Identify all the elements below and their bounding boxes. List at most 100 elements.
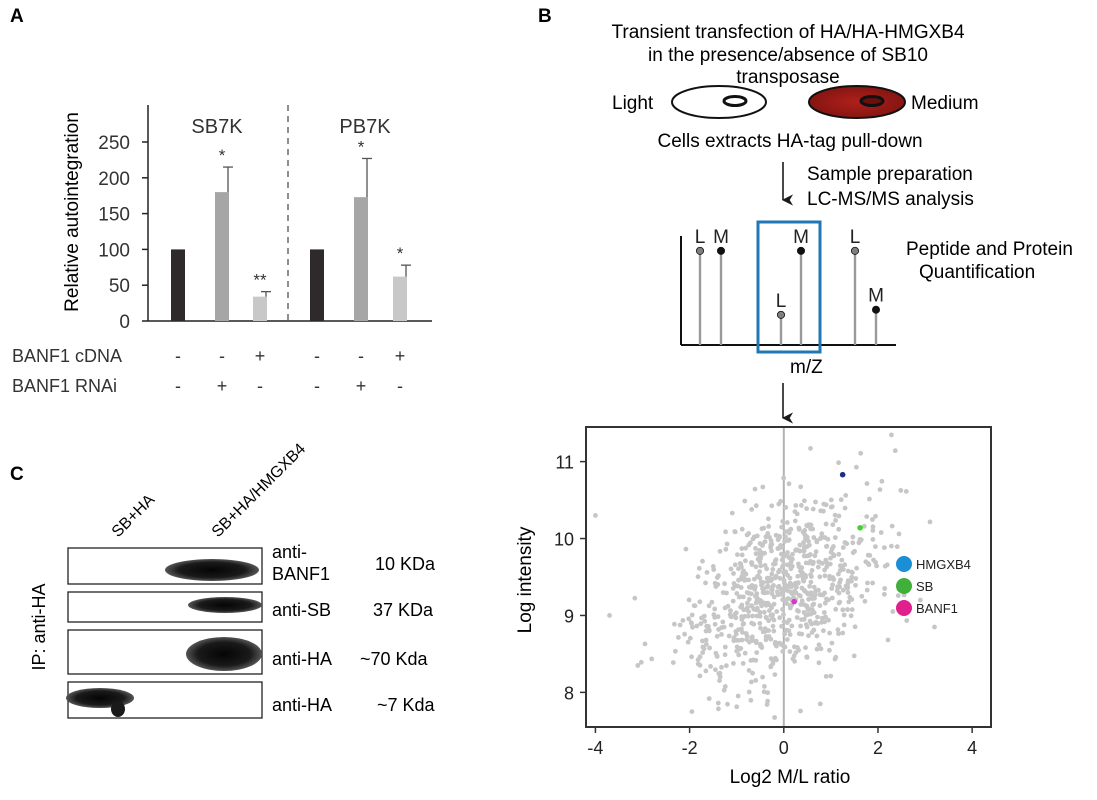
blot-size-4: ~7 Kda bbox=[377, 695, 436, 715]
panel-b: B Transient transfection of HA/HA-HMGXB4… bbox=[538, 6, 1073, 424]
background-point bbox=[670, 660, 676, 665]
background-point bbox=[836, 551, 842, 557]
background-point bbox=[752, 486, 758, 492]
background-point bbox=[838, 563, 844, 569]
x-tick-label: -4 bbox=[587, 738, 603, 758]
background-point bbox=[777, 567, 782, 573]
background-point bbox=[779, 551, 784, 557]
background-point bbox=[753, 503, 759, 509]
background-point bbox=[894, 544, 900, 550]
background-point bbox=[739, 526, 745, 532]
background-point bbox=[779, 623, 784, 629]
background-point bbox=[803, 536, 808, 541]
spectrum-peaks: L MLM LM bbox=[695, 227, 884, 345]
condition-sign: + bbox=[356, 376, 367, 396]
background-point bbox=[764, 584, 770, 590]
background-point bbox=[607, 613, 612, 618]
background-point bbox=[773, 557, 779, 563]
background-point bbox=[815, 614, 820, 620]
background-point bbox=[817, 592, 823, 598]
background-point bbox=[814, 633, 820, 639]
background-point bbox=[873, 513, 878, 519]
background-point bbox=[770, 567, 776, 572]
background-point bbox=[751, 606, 757, 612]
background-point bbox=[807, 618, 813, 624]
blot-antibody-1-line-2: BANF1 bbox=[272, 564, 330, 584]
lane-label-2: SB+HA/HMGXB4 bbox=[209, 440, 309, 540]
background-point bbox=[725, 701, 730, 707]
background-point bbox=[890, 609, 896, 614]
panel-b-scatter: -4 -2 0 2 4 8 9 10 11 Log2 M/L ratio Log intens… bbox=[515, 426, 992, 788]
condition-sign: + bbox=[255, 346, 266, 366]
background-point bbox=[635, 663, 641, 668]
background-point bbox=[804, 523, 810, 529]
background-point bbox=[836, 631, 841, 637]
background-point bbox=[700, 638, 705, 644]
background-point bbox=[744, 532, 750, 538]
background-point bbox=[751, 534, 757, 540]
scatter-ylabel: Log intensity bbox=[515, 526, 536, 633]
background-point bbox=[722, 644, 728, 650]
background-point bbox=[760, 674, 765, 680]
background-point bbox=[769, 503, 775, 509]
background-point bbox=[838, 577, 843, 583]
scatter-xlabel: Log2 M/L ratio bbox=[730, 767, 851, 788]
extract-text: Cells extracts HA-tag pull-down bbox=[657, 131, 922, 152]
background-point bbox=[739, 637, 745, 643]
background-point bbox=[843, 583, 849, 589]
background-point bbox=[701, 613, 707, 619]
condition-sign: + bbox=[217, 376, 228, 396]
background-point bbox=[799, 569, 805, 575]
background-point bbox=[740, 621, 746, 627]
panel-a-bars: ***** bbox=[171, 137, 411, 321]
background-point bbox=[748, 697, 754, 703]
background-point bbox=[786, 481, 792, 487]
background-point bbox=[760, 484, 766, 490]
background-point bbox=[780, 519, 786, 524]
background-point bbox=[848, 613, 854, 619]
peak-label: L bbox=[850, 227, 861, 248]
background-point bbox=[719, 632, 724, 637]
background-point bbox=[895, 593, 901, 598]
background-point bbox=[850, 540, 856, 546]
background-point bbox=[704, 570, 710, 575]
background-point bbox=[736, 638, 741, 643]
background-point bbox=[704, 641, 709, 647]
background-point bbox=[766, 524, 772, 529]
background-point bbox=[738, 585, 744, 590]
background-point bbox=[755, 607, 760, 613]
scatter-legend: HMGXB4 SB BANF1 bbox=[896, 556, 971, 616]
background-point bbox=[828, 673, 834, 679]
peak-marker bbox=[777, 310, 786, 319]
background-point bbox=[722, 581, 727, 587]
background-point bbox=[816, 660, 822, 666]
background-point bbox=[834, 588, 840, 594]
background-point bbox=[814, 646, 820, 652]
background-point bbox=[701, 646, 707, 652]
peak-marker bbox=[851, 246, 860, 255]
background-point bbox=[697, 654, 703, 660]
background-point bbox=[807, 583, 812, 589]
background-point bbox=[771, 583, 776, 588]
significance-mark: ** bbox=[253, 271, 267, 290]
background-point bbox=[870, 517, 875, 522]
background-point bbox=[873, 544, 878, 549]
background-point bbox=[788, 526, 794, 532]
background-point bbox=[806, 596, 811, 602]
blot-band-4-tail bbox=[111, 701, 125, 717]
background-point bbox=[794, 584, 799, 590]
bar bbox=[171, 249, 185, 321]
background-point bbox=[632, 595, 638, 601]
background-point bbox=[758, 625, 763, 631]
background-point bbox=[746, 590, 751, 596]
mz-label: m/Z bbox=[790, 357, 823, 378]
background-point bbox=[845, 568, 851, 574]
background-point bbox=[799, 503, 804, 508]
background-point bbox=[849, 569, 855, 575]
background-point bbox=[779, 557, 785, 563]
blot-antibody-2: anti-SB bbox=[272, 600, 331, 620]
background-point bbox=[803, 574, 808, 580]
background-point bbox=[761, 609, 767, 615]
background-point bbox=[812, 620, 818, 626]
background-point bbox=[746, 689, 752, 695]
